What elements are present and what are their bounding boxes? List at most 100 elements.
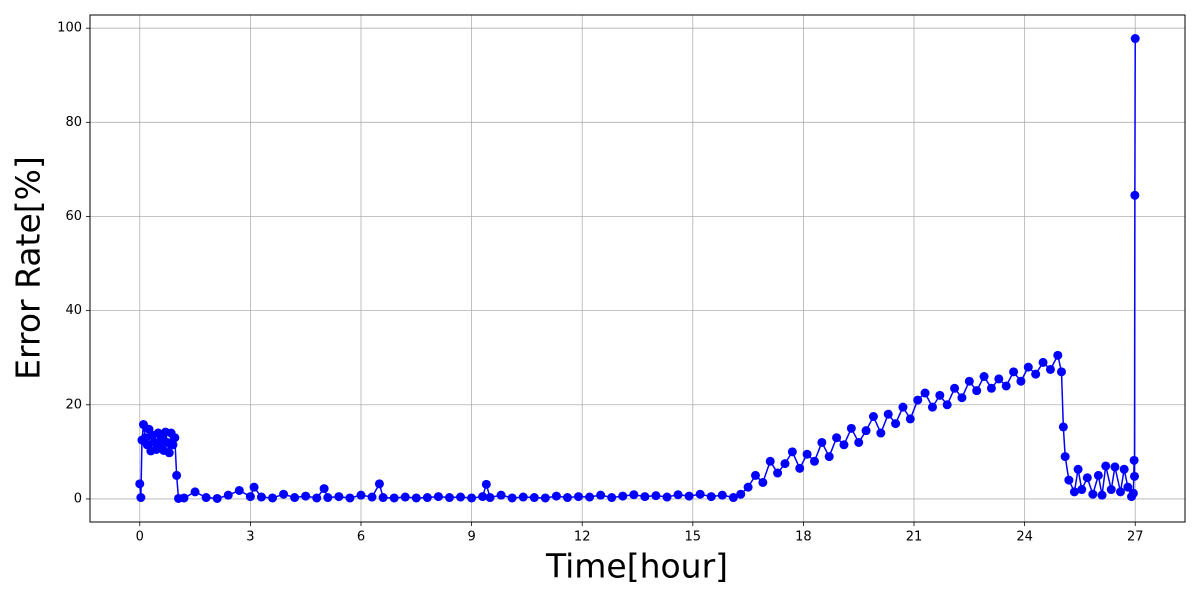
data-point [540,493,550,503]
data-point [444,493,454,503]
y-axis-label: Error Rate[%] [9,156,48,380]
x-tick-label: 6 [357,530,365,545]
data-point [1129,471,1139,481]
data-point [345,493,355,503]
x-tick-label: 21 [906,530,923,545]
data-point [179,493,189,503]
data-point [883,409,893,419]
data-point [1009,367,1019,377]
data-point [562,493,572,503]
data-point [950,383,960,393]
data-point [832,433,842,443]
data-point [1097,490,1107,500]
data-point [891,419,901,429]
data-point [1031,369,1041,379]
data-point [585,492,595,502]
data-point [824,452,834,462]
x-tick-label: 18 [795,530,812,545]
data-point [1130,190,1140,200]
data-point [942,400,952,410]
data-point [478,492,488,502]
data-point [736,489,746,499]
data-point [1056,367,1066,377]
data-point [551,491,561,501]
data-point [854,437,864,447]
data-point [964,376,974,386]
data-point [1073,464,1083,474]
data-point [728,493,738,503]
y-tick-label: 60 [65,209,82,224]
data-point [433,492,443,502]
data-point [140,433,150,443]
data-point [223,490,233,500]
data-point [378,493,388,503]
data-point [574,492,584,502]
data-point [898,402,908,412]
y-tick-label: 0 [74,491,82,506]
data-point [1130,34,1140,44]
data-point [172,470,182,480]
data-point [496,490,506,500]
x-tick-label: 12 [574,530,591,545]
data-point [1128,488,1138,498]
data-point [279,489,289,499]
data-point [750,470,760,480]
data-point [268,493,277,503]
y-tick-label: 20 [65,397,82,412]
data-point [334,492,344,502]
data-point [662,492,672,502]
data-point [301,491,311,501]
data-point [695,489,705,499]
data-point [136,493,146,503]
data-point [817,437,827,447]
x-tick-label: 15 [685,530,702,545]
data-point [135,479,145,489]
data-point [596,490,606,500]
data-point [787,447,797,457]
plot-frame [89,14,1186,523]
data-point [1129,455,1139,465]
y-tick-label: 100 [57,21,82,36]
data-point [780,459,790,469]
data-point [765,456,775,466]
data-point [629,490,639,500]
data-point [607,493,617,503]
data-point [323,493,333,503]
data-point [905,414,915,424]
y-tick-label: 80 [65,115,82,130]
data-point [367,492,377,502]
x-tick-label: 3 [246,530,254,545]
data-point [290,493,300,503]
data-point [164,448,174,458]
data-point [1110,462,1120,472]
data-point [1060,452,1070,462]
data-point [1001,381,1011,391]
data-point [809,456,819,466]
x-tick-label: 9 [467,530,475,545]
data-point [245,492,255,502]
data-point [1064,475,1074,485]
data-point [422,493,432,503]
data-point [190,487,200,497]
data-point [1088,489,1098,499]
data-point [802,449,812,459]
data-point [168,440,178,450]
data-point [1101,461,1111,471]
data-point [743,482,753,492]
data-point [994,374,1004,384]
x-tick-label: 24 [1016,530,1033,545]
data-point [411,493,421,503]
data-point [773,468,783,478]
data-point [1077,485,1087,495]
data-point [1058,422,1068,432]
data-point [400,492,410,502]
data-point [758,477,768,487]
data-point [706,492,716,502]
data-point [935,390,945,400]
data-point [456,492,466,502]
data-point [1115,487,1125,497]
data-point [846,423,856,433]
data-point [927,402,937,412]
data-point [1123,482,1133,492]
